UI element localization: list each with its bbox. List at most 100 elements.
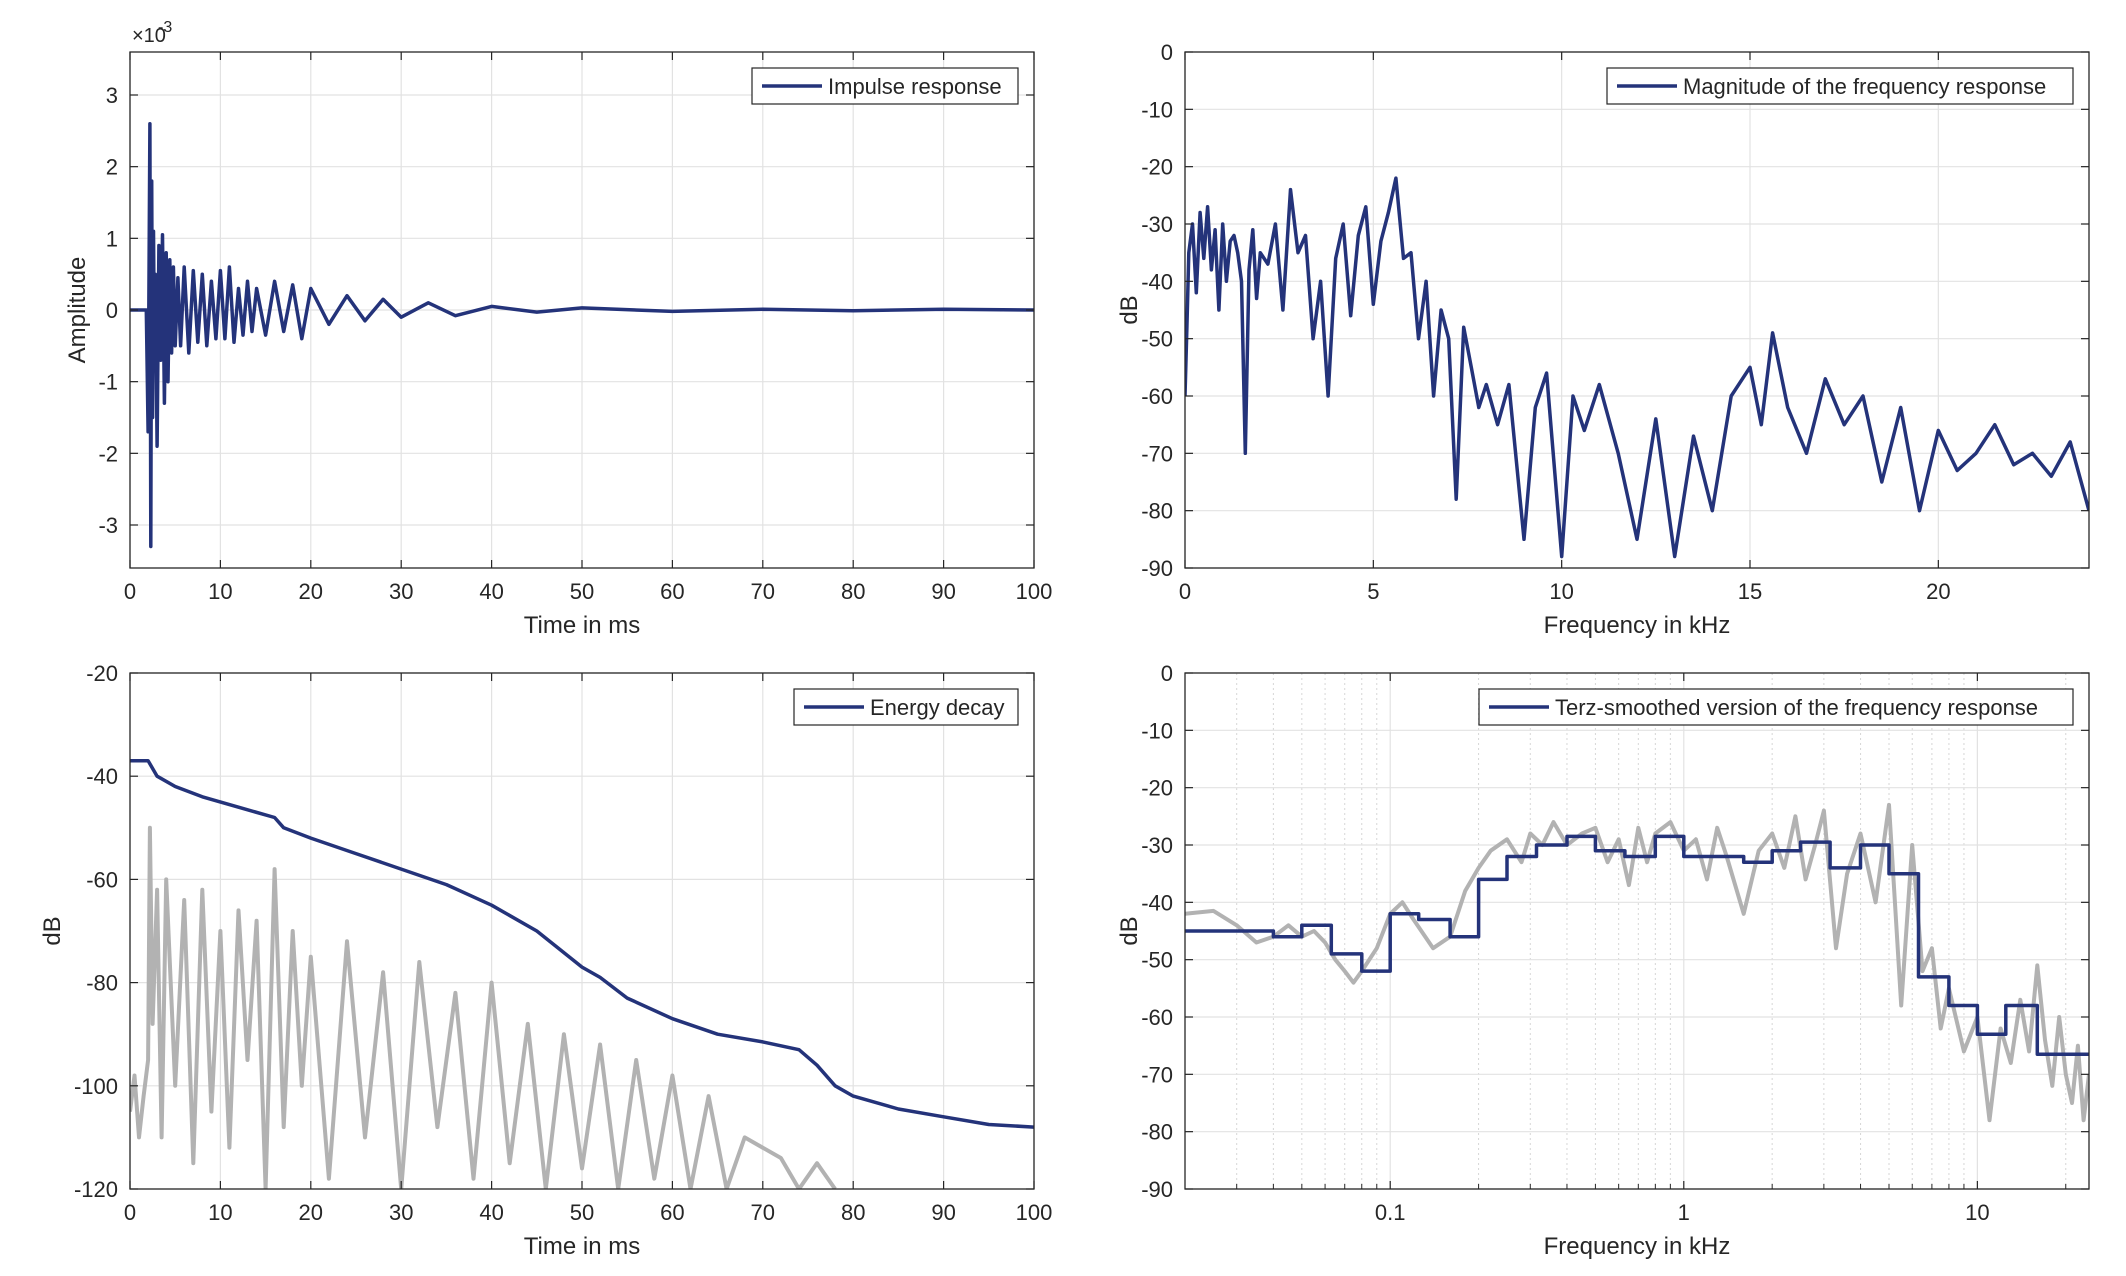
x-tick-label: 20: [299, 579, 323, 604]
y-tick-label: -90: [1141, 556, 1173, 581]
x-axis-label: Time in ms: [524, 612, 640, 639]
terz-smoothed-chart: 0.1 1 10 0 -10 -20 -30 -40 -50 -60 -70 -80 -90 Freque…: [1116, 661, 2090, 1260]
series-group: [130, 758, 1034, 1189]
legend: Terz-smoothed version of the frequency r…: [1478, 688, 2074, 726]
x-axis-label: Frequency in kHz: [1544, 612, 1731, 639]
ticks: 0.1 1 10 0 -10 -20 -30 -40 -50 -60 -70 -80 -90: [1141, 661, 2089, 1225]
frequency-magnitude-chart: 0 5 10 15 20 0 -10 -20 -30 -40 -50 -60 -70 -80 -90 Freq…: [1116, 40, 2090, 639]
series-group: [130, 121, 1034, 549]
x-tick-label: 10: [1965, 1200, 1989, 1225]
x-tick-label: 100: [1016, 1200, 1053, 1225]
y-tick-label: -20: [1141, 776, 1173, 801]
series-line-primary: [1185, 176, 2089, 559]
y-tick-label: -90: [1141, 1177, 1173, 1202]
x-tick-label: 70: [751, 579, 775, 604]
x-tick-label: 100: [1016, 579, 1053, 604]
y-tick-label: 0: [106, 298, 118, 323]
y-tick-label: -120: [74, 1177, 118, 1202]
x-tick-label: 30: [389, 1200, 413, 1225]
y-tick-label: -1: [98, 370, 118, 395]
series-group: [1185, 176, 2089, 559]
y-tick-label: -60: [86, 867, 118, 892]
ticks: 0 10 20 30 40 50 60 70 80 90 100 -3 -2 -1 0 1 2 3: [98, 52, 1052, 604]
y-tick-label: -80: [1141, 1120, 1173, 1145]
y-tick-label: 1: [106, 226, 118, 251]
y-tick-label: 3: [106, 83, 118, 108]
series-group: [1185, 802, 2089, 1123]
series-line-secondary: [1185, 802, 2089, 1123]
x-tick-label: 60: [660, 579, 684, 604]
legend: Impulse response: [751, 67, 1019, 105]
y-tick-label: -50: [1141, 948, 1173, 973]
y-tick-label: -40: [1141, 890, 1173, 915]
y-tick-label: -20: [1141, 155, 1173, 180]
axes-box: [1184, 672, 2090, 1190]
x-tick-label: 70: [751, 1200, 775, 1225]
y-tick-label: -40: [86, 764, 118, 789]
y-tick-label: -80: [86, 971, 118, 996]
y-tick-label: -80: [1141, 499, 1173, 524]
x-tick-label: 10: [208, 579, 232, 604]
y-tick-label: -40: [1141, 269, 1173, 294]
x-tick-label: 10: [1549, 579, 1573, 604]
x-tick-label: 0.1: [1375, 1200, 1406, 1225]
y-tick-label: 2: [106, 155, 118, 180]
x-tick-label: 1: [1678, 1200, 1690, 1225]
exponent-power: -3: [158, 19, 172, 36]
legend-box: [1606, 67, 2074, 105]
y-tick-label: -70: [1141, 1062, 1173, 1087]
y-tick-label: -30: [1141, 833, 1173, 858]
y-axis-label: dB: [1116, 295, 1143, 324]
x-tick-label: 0: [1179, 579, 1191, 604]
legend: Magnitude of the frequency response: [1606, 67, 2074, 105]
plot-area: [1185, 52, 2089, 568]
y-tick-label: -50: [1141, 327, 1173, 352]
x-axis-label: Time in ms: [524, 1233, 640, 1260]
y-tick-label: 0: [1161, 661, 1173, 686]
x-tick-label: 80: [841, 579, 865, 604]
x-tick-label: 40: [479, 579, 503, 604]
ticks: 0 10 20 30 40 50 60 70 80 90 100 -20 -40 -60 -80 -100 -1…: [74, 661, 1052, 1225]
x-tick-label: 80: [841, 1200, 865, 1225]
x-tick-label: 10: [208, 1200, 232, 1225]
y-tick-label: -60: [1141, 384, 1173, 409]
x-tick-label: 60: [660, 1200, 684, 1225]
x-tick-label: 20: [1926, 579, 1950, 604]
y-tick-label: -10: [1141, 718, 1173, 743]
plot-area: [1185, 673, 2089, 1189]
x-tick-label: 30: [389, 579, 413, 604]
y-tick-label: -2: [98, 441, 118, 466]
y-tick-label: -20: [86, 661, 118, 686]
series-line-secondary: [130, 825, 837, 1189]
x-tick-label: 0: [124, 1200, 136, 1225]
x-tick-label: 5: [1367, 579, 1379, 604]
y-tick-label: 0: [1161, 40, 1173, 65]
x-tick-label: 50: [570, 1200, 594, 1225]
legend-label: Magnitude of the frequency response: [1683, 74, 2046, 99]
x-tick-label: 50: [570, 579, 594, 604]
impulse-response-chart: 0 10 20 30 40 50 60 70 80 90 100 -3 -2 -1 0 1 2 3 Time in …: [64, 19, 1052, 639]
series-line-primary: [130, 758, 1034, 1129]
y-tick-label: -10: [1141, 97, 1173, 122]
y-tick-label: -60: [1141, 1005, 1173, 1030]
y-tick-label: -30: [1141, 212, 1173, 237]
y-tick-label: -70: [1141, 441, 1173, 466]
ticks: 0 5 10 15 20 0 -10 -20 -30 -40 -50 -60 -70 -80 -90: [1141, 40, 2089, 604]
legend-label: Terz-smoothed version of the frequency r…: [1555, 695, 2038, 720]
x-tick-label: 90: [931, 1200, 955, 1225]
series-line-primary: [130, 121, 1034, 549]
y-tick-label: -100: [74, 1074, 118, 1099]
legend-label: Impulse response: [828, 74, 1002, 99]
legend-box: [1478, 688, 2074, 726]
axes-box: [1184, 51, 2090, 569]
x-axis-label: Frequency in kHz: [1544, 1233, 1731, 1260]
y-axis-label: dB: [39, 916, 66, 945]
y-axis-label: Amplitude: [64, 257, 91, 364]
legend-label: Energy decay: [870, 695, 1005, 720]
x-tick-label: 90: [931, 579, 955, 604]
energy-decay-chart: 0 10 20 30 40 50 60 70 80 90 100 -20 -40 -60 -80 -100 -1…: [39, 661, 1052, 1260]
x-tick-label: 20: [299, 1200, 323, 1225]
legend: Energy decay: [793, 688, 1019, 726]
y-tick-label: -3: [98, 513, 118, 538]
y-axis-label: dB: [1116, 916, 1143, 945]
